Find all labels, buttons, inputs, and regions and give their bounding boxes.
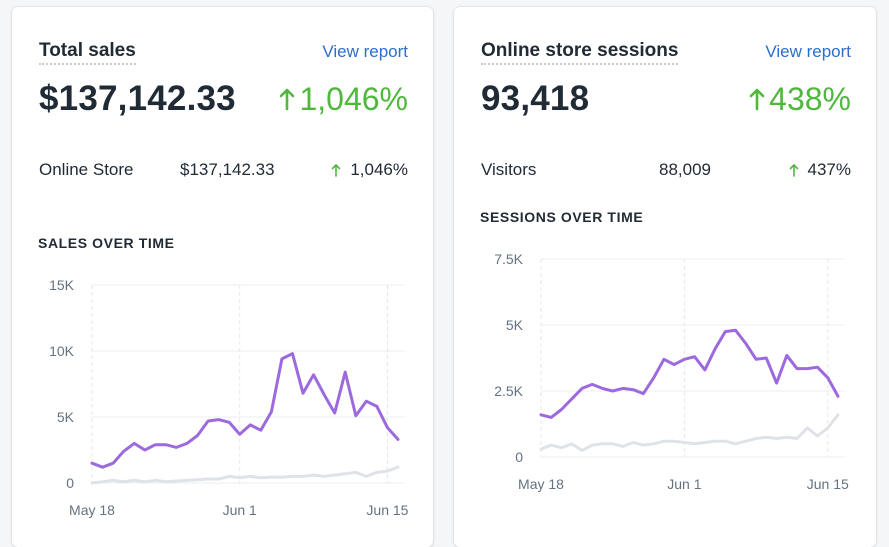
y-tick-label: 0 — [66, 475, 74, 491]
series-line-current — [539, 328, 840, 419]
x-tick-label: Jun 15 — [807, 476, 849, 492]
arrow-up-icon — [749, 88, 765, 111]
series-line-comparison — [539, 413, 840, 452]
x-tick-label: May 18 — [518, 476, 564, 492]
x-tick-label: Jun 1 — [667, 476, 701, 492]
arrow-up-icon — [280, 88, 295, 111]
x-tick-label: May 18 — [69, 502, 115, 518]
change-percent: 438% — [769, 81, 851, 117]
view-report-link[interactable]: View report — [322, 42, 408, 61]
row-value: 88,009 — [659, 160, 711, 179]
y-tick-label: 5K — [506, 317, 524, 333]
row-change-percent: 1,046% — [350, 160, 408, 179]
x-tick-label: Jun 15 — [366, 502, 408, 518]
change-percent: 1,046% — [299, 81, 408, 117]
series-line-comparison — [90, 465, 400, 485]
row-change-percent: 437% — [807, 160, 851, 179]
y-tick-label: 5K — [57, 409, 75, 425]
y-tick-label: 0 — [515, 449, 523, 465]
card-title[interactable]: Total sales — [39, 40, 136, 65]
total-change: 438% — [749, 79, 851, 119]
total-value: 93,418 — [481, 79, 590, 118]
x-tick-label: Jun 1 — [223, 502, 257, 518]
card-title[interactable]: Online store sessions — [481, 40, 679, 65]
y-tick-label: 2.5K — [494, 383, 523, 399]
row-value: $137,142.33 — [180, 160, 275, 179]
total-sales-card: Total sales View report $137,142.33 1,04… — [12, 7, 433, 547]
row-label: Visitors — [481, 160, 537, 179]
view-report-link[interactable]: View report — [765, 42, 851, 61]
row-label: Online Store — [39, 160, 134, 179]
series-line-current — [90, 352, 400, 469]
y-tick-label: 7.5K — [494, 251, 523, 267]
y-tick-label: 10K — [49, 343, 75, 359]
sales-over-time-chart: 0 5K 10K 15K May 18 Jun 1 Jun 15 — [49, 277, 409, 518]
section-title: SALES OVER TIME — [38, 235, 175, 251]
row-change: 437% — [789, 157, 851, 183]
y-tick-label: 15K — [49, 277, 75, 293]
arrow-up-icon — [789, 164, 798, 177]
total-change: 1,046% — [279, 79, 408, 119]
total-value: $137,142.33 — [39, 79, 236, 118]
sessions-over-time-chart: 0 2.5K 5K 7.5K May 18 Jun 1 Jun 15 — [494, 251, 849, 492]
online-store-sessions-card: Online store sessions View report 93,418… — [454, 7, 876, 547]
arrow-up-icon — [332, 164, 341, 177]
row-change: 1,046% — [331, 157, 408, 183]
section-title: SESSIONS OVER TIME — [480, 209, 644, 225]
